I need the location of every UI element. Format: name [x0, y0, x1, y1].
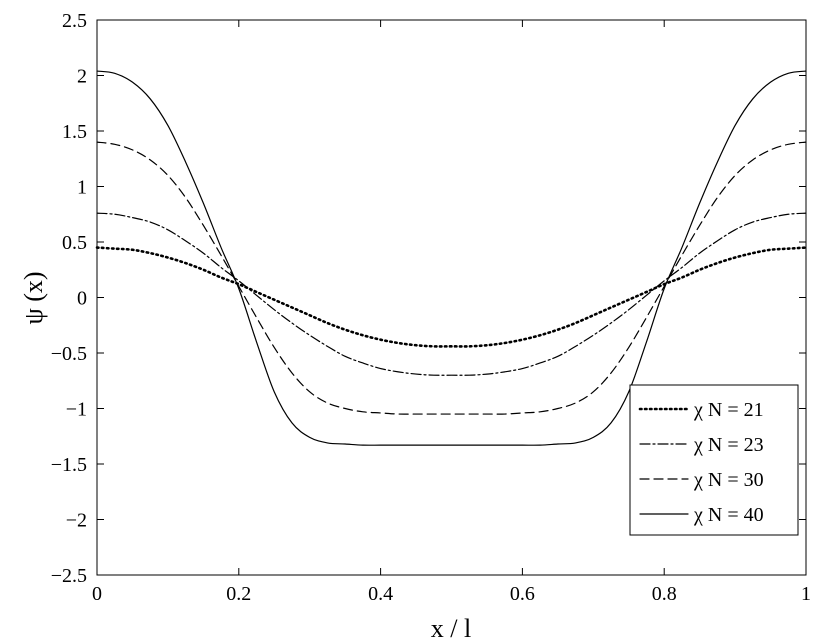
- legend-label: χ N = 30: [693, 469, 764, 491]
- legend-box: [629, 384, 799, 536]
- legend-label: χ N = 21: [693, 399, 764, 421]
- x-tick-label: 0.6: [510, 583, 535, 605]
- series-layer: [95, 70, 808, 446]
- y-axis: −2.5 −2 −1.5 −1 −0.5 0 0.5 1 1.5 2 2.5: [51, 10, 806, 587]
- legend-label: χ N = 23: [693, 434, 764, 456]
- y-tick-label: 0: [77, 288, 87, 310]
- y-tick-label: 2: [77, 66, 87, 88]
- x-tick-label: 0.4: [368, 583, 393, 605]
- y-tick-label: 0.5: [62, 232, 87, 254]
- y-tick-label: 1.5: [62, 121, 87, 143]
- y-tick-label: −2.5: [51, 565, 87, 587]
- x-axis: 0 0.2 0.4 0.6 0.8 1: [92, 20, 811, 605]
- y-tick-label: 2.5: [62, 10, 87, 32]
- series-line-3: [96, 141, 807, 415]
- y-tick-label: −1: [66, 399, 87, 421]
- y-tick-label: −0.5: [51, 343, 87, 365]
- series-line-2: [96, 212, 807, 376]
- series-line-1: [95, 246, 808, 348]
- legend: χ N = 21 χ N = 23 χ N = 30 χ N = 40: [629, 384, 799, 536]
- y-tick-label: −2: [66, 510, 87, 532]
- y-tick-label: −1.5: [51, 454, 87, 476]
- x-tick-label: 0.2: [226, 583, 251, 605]
- y-axis-label: ψ (x): [19, 271, 48, 324]
- x-axis-label: x / l: [431, 614, 471, 641]
- x-tick-label: 1: [801, 583, 811, 605]
- legend-label: χ N = 40: [693, 504, 764, 526]
- x-tick-label: 0.8: [652, 583, 677, 605]
- series-line-4: [96, 70, 807, 446]
- x-tick-label: 0: [92, 583, 102, 605]
- y-tick-label: 1: [77, 177, 87, 199]
